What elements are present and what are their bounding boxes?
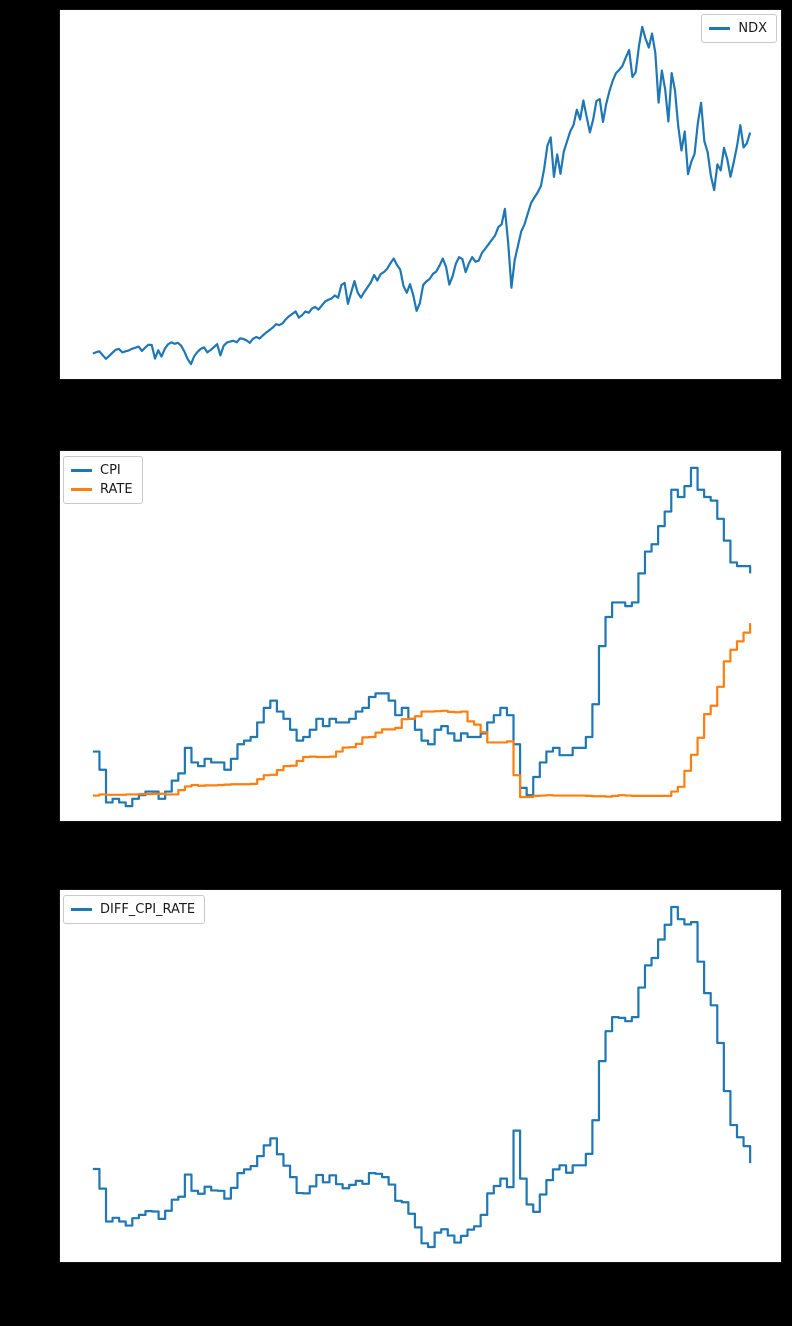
legend-entry-cpi: CPI [71,461,133,480]
cpi-line-swatch [71,469,92,472]
diff-cpi-rate-plot-area [92,905,752,1249]
legend-entry-rate: RATE [71,480,133,499]
rate-legend-label: RATE [100,482,133,497]
ndx-line [92,25,752,366]
rate-line [92,623,752,799]
diff-cpi-rate-legend-label: DIFF_CPI_RATE [100,902,196,917]
rate-line-swatch [71,488,92,491]
ndx-plot-area [92,25,752,366]
cpi-legend-label: CPI [100,463,121,478]
chart-panel-ndx: NDX [59,9,782,380]
cpi-rate-plot-area [92,466,752,808]
diff-cpi-rate-line-swatch [71,908,92,911]
ndx-legend-label: NDX [738,21,767,36]
legend-entry-ndx: NDX [709,19,767,38]
diff_cpi_rate-line [92,905,752,1249]
cpi-line [92,466,752,808]
ndx-line-swatch [709,27,731,30]
chart-panel-cpi-rate: CPI RATE [59,450,782,822]
ndx-legend: NDX [701,14,777,43]
diff-cpi-rate-legend: DIFF_CPI_RATE [63,895,206,924]
legend-entry-diff-cpi-rate: DIFF_CPI_RATE [71,900,195,919]
chart-panel-diff-cpi-rate: DIFF_CPI_RATE [59,889,782,1263]
cpi-rate-legend: CPI RATE [63,456,143,504]
